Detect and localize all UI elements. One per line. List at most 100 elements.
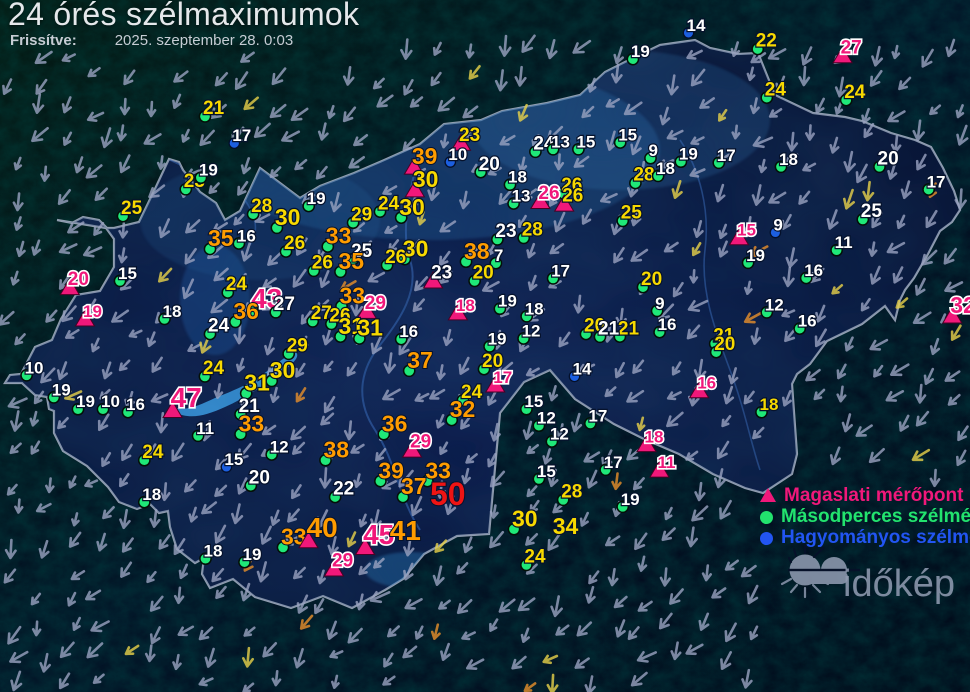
svg-text:20: 20 (479, 154, 500, 175)
svg-text:21: 21 (203, 98, 225, 119)
svg-text:7: 7 (494, 246, 503, 265)
svg-text:10: 10 (448, 145, 467, 164)
svg-text:38: 38 (464, 238, 490, 264)
svg-text:38: 38 (324, 436, 350, 462)
svg-text:35: 35 (208, 225, 234, 251)
svg-text:26: 26 (538, 183, 559, 204)
svg-text:37: 37 (401, 473, 427, 499)
svg-text:30: 30 (413, 166, 439, 192)
svg-text:20: 20 (714, 334, 735, 355)
svg-text:16: 16 (697, 374, 716, 393)
svg-text:33: 33 (239, 410, 265, 436)
svg-text:16: 16 (237, 227, 256, 246)
svg-text:26: 26 (284, 233, 305, 254)
svg-text:32: 32 (450, 396, 476, 422)
svg-text:17: 17 (717, 146, 736, 165)
svg-text:24: 24 (208, 316, 230, 337)
svg-text:19: 19 (498, 292, 517, 311)
svg-text:12: 12 (522, 322, 541, 341)
svg-text:19: 19 (746, 246, 765, 265)
svg-text:23: 23 (459, 125, 480, 146)
svg-text:19: 19 (621, 490, 640, 509)
svg-text:40: 40 (307, 512, 338, 543)
svg-text:21: 21 (618, 318, 640, 339)
svg-text:14: 14 (573, 359, 592, 378)
svg-text:28: 28 (251, 196, 272, 217)
svg-text:28: 28 (633, 165, 654, 186)
svg-text:16: 16 (804, 261, 823, 280)
svg-text:19: 19 (52, 380, 71, 399)
svg-text:30: 30 (275, 204, 301, 230)
svg-text:12: 12 (270, 438, 289, 457)
svg-text:26: 26 (562, 186, 583, 207)
svg-text:25: 25 (861, 201, 883, 222)
svg-text:25: 25 (621, 203, 643, 224)
svg-text:37: 37 (407, 347, 433, 373)
svg-text:17: 17 (551, 261, 570, 280)
svg-text:20: 20 (68, 269, 89, 290)
svg-text:15: 15 (576, 132, 595, 151)
svg-text:26: 26 (385, 247, 406, 268)
svg-text:26: 26 (312, 253, 333, 274)
svg-text:10: 10 (101, 392, 120, 411)
svg-text:19: 19 (83, 302, 102, 321)
svg-text:27: 27 (274, 294, 295, 315)
svg-text:22: 22 (333, 479, 354, 500)
svg-text:41: 41 (390, 515, 421, 546)
svg-text:22: 22 (756, 31, 777, 52)
svg-text:19: 19 (243, 545, 262, 564)
svg-text:11: 11 (835, 233, 853, 252)
svg-text:9: 9 (655, 294, 664, 313)
svg-text:18: 18 (456, 296, 475, 315)
svg-text:9: 9 (649, 141, 658, 160)
svg-text:17: 17 (232, 126, 251, 145)
svg-text:11: 11 (196, 419, 214, 438)
svg-text:18: 18 (142, 485, 161, 504)
svg-text:18: 18 (760, 395, 779, 414)
svg-text:27: 27 (841, 37, 862, 58)
svg-text:31: 31 (244, 370, 270, 396)
svg-text:30: 30 (270, 357, 296, 383)
svg-text:19: 19 (631, 42, 650, 61)
svg-text:50: 50 (430, 476, 466, 512)
svg-text:24: 24 (765, 79, 787, 100)
svg-text:13: 13 (512, 187, 531, 206)
svg-text:29: 29 (332, 551, 353, 572)
svg-text:25: 25 (121, 198, 143, 219)
svg-text:15: 15 (737, 221, 756, 240)
svg-text:18: 18 (508, 168, 527, 187)
svg-text:23: 23 (495, 221, 516, 242)
svg-text:időkép: időkép (843, 563, 955, 605)
svg-text:24: 24 (226, 274, 248, 295)
svg-text:30: 30 (399, 194, 425, 220)
svg-text:24: 24 (524, 547, 546, 568)
svg-text:12: 12 (550, 425, 569, 444)
svg-text:24: 24 (142, 442, 164, 463)
svg-text:11: 11 (658, 453, 676, 472)
svg-text:16: 16 (399, 322, 418, 341)
svg-text:31: 31 (357, 315, 383, 341)
svg-text:18: 18 (645, 428, 664, 447)
svg-text:19: 19 (679, 145, 698, 164)
svg-text:19: 19 (307, 189, 326, 208)
svg-text:20: 20 (878, 149, 899, 170)
svg-text:15: 15 (618, 126, 637, 145)
svg-text:9: 9 (773, 216, 782, 235)
svg-text:33: 33 (326, 223, 352, 249)
svg-text:19: 19 (488, 329, 507, 348)
svg-text:10: 10 (25, 358, 44, 377)
svg-text:18: 18 (163, 302, 182, 321)
svg-text:12: 12 (765, 295, 784, 314)
svg-text:19: 19 (76, 392, 95, 411)
svg-text:34: 34 (553, 513, 579, 539)
svg-text:28: 28 (561, 482, 582, 503)
svg-text:24: 24 (378, 193, 400, 214)
svg-text:14: 14 (687, 16, 706, 35)
svg-text:32: 32 (950, 292, 970, 318)
svg-text:18: 18 (525, 299, 544, 318)
svg-text:28: 28 (522, 220, 543, 241)
svg-text:29: 29 (351, 204, 372, 225)
svg-text:35: 35 (339, 248, 365, 274)
svg-text:30: 30 (403, 235, 429, 261)
svg-text:19: 19 (199, 161, 218, 180)
